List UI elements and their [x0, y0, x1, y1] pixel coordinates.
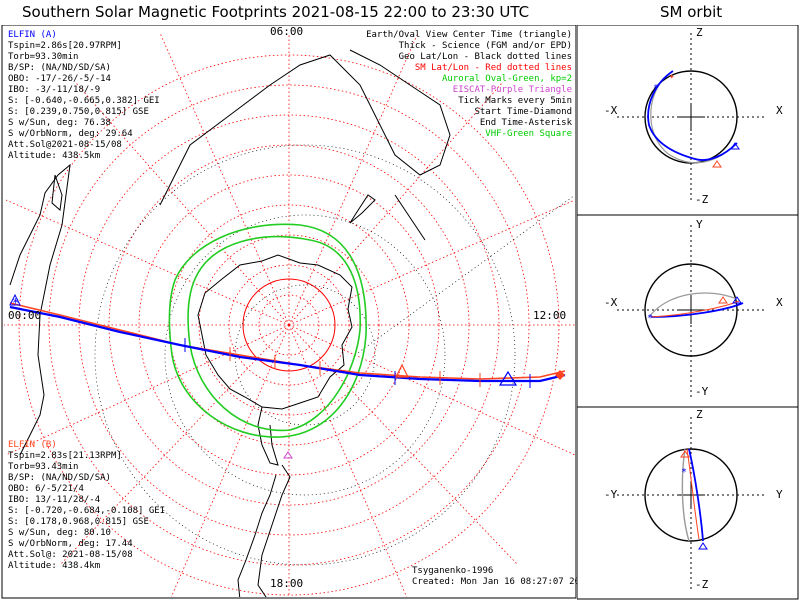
svg-text:*: *: [647, 313, 653, 324]
p1-top: Z: [696, 26, 703, 39]
p2-right: X: [776, 296, 783, 309]
elfin-a-line: Att.Sol@2021-08-15/08: [8, 140, 122, 150]
elfin-a-track: [9, 305, 566, 383]
orbit-panel-xy: *: [617, 225, 765, 397]
p1-right: X: [776, 104, 783, 117]
geo-grid: [94, 144, 575, 566]
p1-left: -X: [604, 104, 618, 117]
elfin-a-line: B/SP: (NA/ND/SD/SA): [8, 63, 111, 73]
page-title: Southern Solar Magnetic Footprints 2021-…: [22, 3, 530, 21]
elfin-b-line: OBO: 6/-5/21/4: [8, 484, 84, 494]
legend-item: Geo Lat/Lon - Black dotted lines: [398, 52, 572, 62]
orbit-frame: [577, 25, 799, 600]
orbit-title: SM orbit: [660, 3, 723, 21]
coastlines: [9, 49, 451, 597]
sm-grid-meridians: [4, 32, 575, 597]
elfin-b-line: S w/OrbNorm, deg: 17.44: [8, 539, 133, 549]
p1-bottom: -Z: [695, 193, 709, 206]
elfin-a-line: S w/OrbNorm, deg: 29.64: [8, 129, 133, 139]
svg-text:✦: ✦: [669, 72, 675, 82]
p3-left: -Y: [604, 488, 618, 501]
label-06: 06:00: [270, 25, 304, 38]
credits: Tsyganenko-1996 Created: Mon Jan 16 08:2…: [412, 566, 591, 588]
p3-top: Z: [696, 408, 703, 421]
legend-item: Auroral Oval-Green, kp=2: [441, 74, 572, 84]
end-diamond: [555, 370, 565, 380]
elfin-b-line: Torb=93.43min: [8, 462, 79, 472]
elfin-a-line: IBO: -3/-11/18/-9: [8, 85, 101, 95]
elfin-b-line: Tspin=2.83s[21.13RPM]: [8, 451, 122, 461]
elfin-b-ticks: [229, 347, 481, 387]
elfin-a-line: Altitude: 438.5km: [8, 151, 101, 161]
credit-author: Tsyganenko-1996: [412, 566, 494, 576]
legend-item: Start Time-Diamond: [474, 107, 572, 117]
elfin-a-line: S: [0.239,0.750,0.815] GSE: [8, 107, 149, 117]
footprint-map: *: [1, 25, 577, 599]
legend-item: SM Lat/Lon - Red dotted lines: [414, 63, 572, 73]
legend-item: End Time-Asterisk: [479, 118, 572, 128]
elfin-a-line: OBO: -17/-26/-5/-14: [8, 74, 111, 84]
elfin-b-line: Att.Sol@: 2021-08-15/08: [8, 550, 133, 560]
elfin-a-name: ELFIN (A): [8, 30, 57, 40]
elfin-a-start-marker: [9, 293, 21, 306]
elfin-a-asterisk: *: [12, 296, 19, 310]
label-12: 12:00: [533, 309, 567, 322]
elfin-b-line: Altitude: 438.4km: [8, 561, 101, 571]
orbit-panel-yz: *: [617, 417, 765, 591]
elfin-a-view-triangle: [498, 370, 518, 386]
label-00: 00:00: [8, 309, 42, 322]
elfin-a-line: Torb=93.30min: [8, 52, 79, 62]
credit-created: Created: Mon Jan 16 08:27:07 2023: [412, 577, 591, 587]
p3-bottom: -Z: [695, 578, 709, 591]
elfin-a-line: Tspin=2.86s[20.97RPM]: [8, 41, 122, 51]
elfin-a-ticks: [184, 338, 531, 388]
elfin-a-info: ELFIN (A) Tspin=2.86s[20.97RPM] Torb=93.…: [8, 30, 160, 162]
legend-item: VHF-Green Square: [485, 129, 572, 139]
elfin-b-line: S w/Sun, deg: 80.10: [8, 528, 111, 538]
elfin-a-line: S: [-0.640,-0.665,0.382] GEI: [8, 96, 160, 106]
p2-bottom: -Y: [695, 385, 709, 398]
elfin-b-line: IBO: 13/-11/28/-4: [8, 495, 101, 505]
p3-right: Y: [776, 488, 783, 501]
legend-item: EISCAT-Purple Triangle: [452, 85, 572, 95]
svg-text:*: *: [681, 467, 687, 478]
p2-top: Y: [696, 218, 703, 231]
elfin-b-line: B/SP: (NA/ND/SD/SA): [8, 473, 111, 483]
legend-item: Earth/Oval View Center Time (triangle): [366, 30, 572, 40]
label-18: 18:00: [270, 577, 304, 590]
elfin-b-line: S: [0.178,0.968,0.815] GSE: [8, 517, 149, 527]
elfin-b-name: ELFIN (B): [8, 440, 57, 450]
legend-item: Thick - Science (FGM and/or EPD): [398, 41, 572, 51]
svg-text:*: *: [653, 83, 659, 94]
elfin-a-line: S w/Sun, deg: 76.38: [8, 118, 111, 128]
elfin-b-info: ELFIN (B) Tspin=2.83s[21.13RPM] Torb=93.…: [8, 440, 165, 572]
elfin-b-line: S: [-0.720,-0.684,-0.108] GEI: [8, 506, 166, 516]
sm-pole-circle: [242, 278, 336, 372]
legend: Earth/Oval View Center Time (triangle) T…: [366, 30, 572, 140]
legend-item: Tick Marks every 5min: [458, 96, 572, 106]
auroral-ovals: [168, 223, 367, 438]
eiscat-marker: [283, 451, 293, 459]
p2-left: -X: [604, 296, 618, 309]
orbit-panels: ✦ * * *: [577, 25, 799, 600]
orbit-panel-xz: ✦ *: [617, 33, 765, 201]
elfin-b-view-triangle: [395, 363, 409, 378]
